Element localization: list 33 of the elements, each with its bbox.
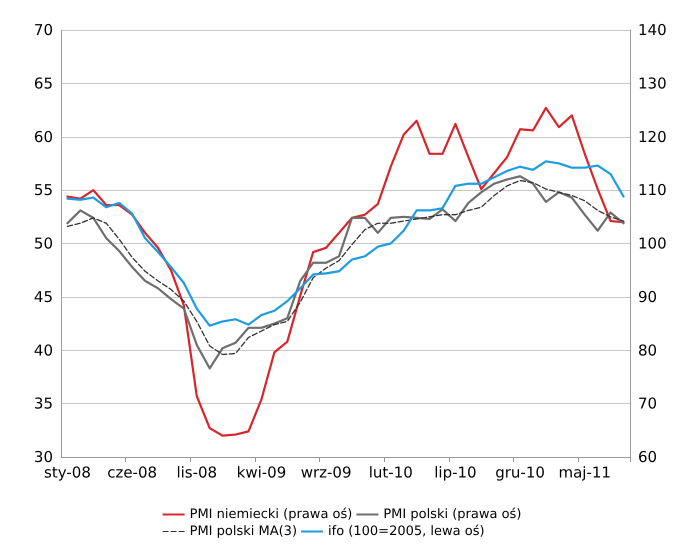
y2-tick-label: 140 xyxy=(638,21,667,39)
legend-label: PMI polski (prawa oś) xyxy=(383,507,522,522)
x-tick-label: maj-11 xyxy=(558,464,611,482)
y2-tick-label: 130 xyxy=(638,74,667,92)
legend-label: PMI polski MA(3) xyxy=(190,524,298,539)
x-tick-label: lis-08 xyxy=(176,464,218,482)
x-tick-label: sty-08 xyxy=(44,464,91,482)
x-tick-label: gru-10 xyxy=(495,464,545,482)
line-series xyxy=(66,160,625,327)
y2-tick-label: 80 xyxy=(638,341,658,360)
y2-tick-label: 110 xyxy=(638,181,667,200)
y-tick-label: 30 xyxy=(34,448,53,466)
y-tick-label: 50 xyxy=(34,234,53,252)
x-tick-label: lip-10 xyxy=(434,464,477,482)
y-tick-label: 55 xyxy=(34,181,53,200)
y2-tick-label: 70 xyxy=(638,394,658,413)
legend-label: PMI niemiecki (prawa oś) xyxy=(190,507,352,522)
x-tick-label: cze-08 xyxy=(107,464,158,482)
y-tick-label: 65 xyxy=(34,74,53,92)
y-tick-label: 45 xyxy=(34,288,53,306)
y-tick-label: 40 xyxy=(34,341,53,360)
x-tick-label: kwi-09 xyxy=(236,464,286,482)
y2-tick-label: 100 xyxy=(638,234,667,252)
y2-tick-label: 120 xyxy=(638,128,667,146)
x-tick-label: wrz-09 xyxy=(300,464,352,482)
y-tick-label: 60 xyxy=(34,128,53,146)
y-tick-label: 35 xyxy=(34,394,53,413)
y2-tick-label: 60 xyxy=(638,448,658,466)
y2-tick-label: 90 xyxy=(638,288,658,306)
y-tick-label: 70 xyxy=(34,21,53,39)
line-series xyxy=(66,106,625,437)
x-tick-label: lut-10 xyxy=(368,464,413,482)
legend-label: ifo (100=2005, lewa oś) xyxy=(328,524,485,539)
